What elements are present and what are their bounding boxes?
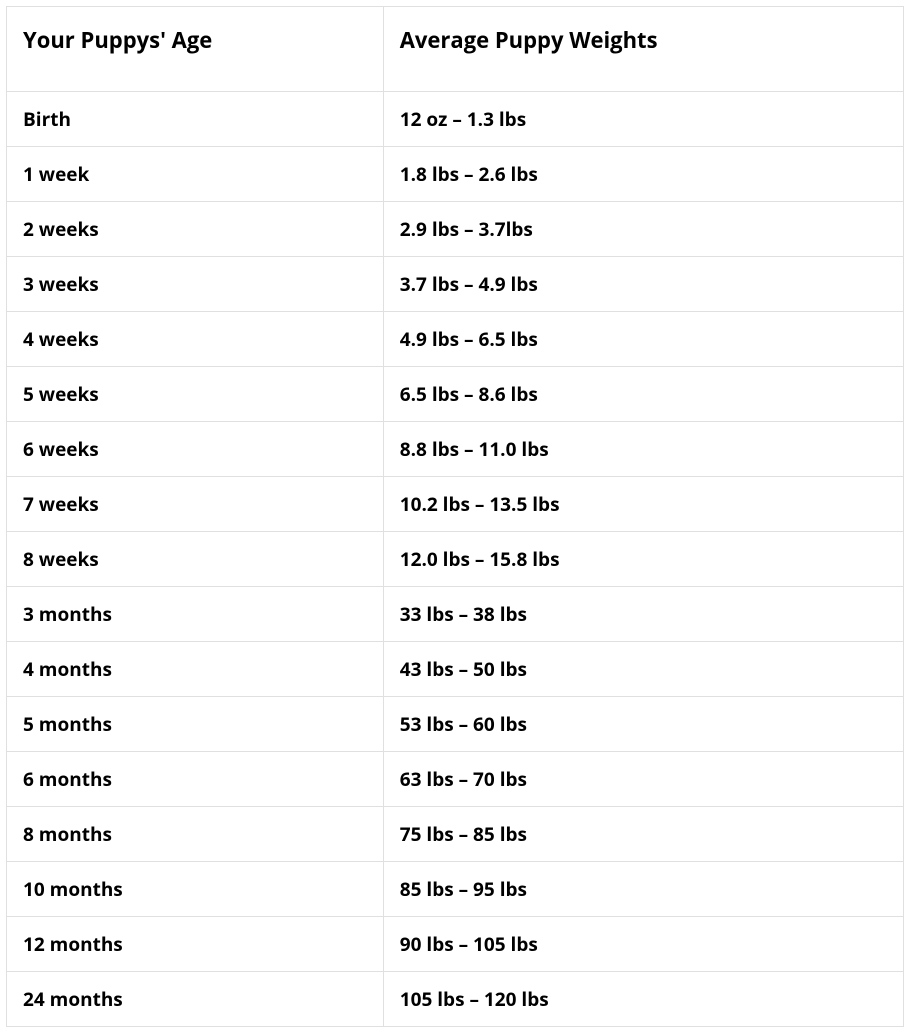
- cell-age: 5 weeks: [7, 367, 384, 422]
- cell-age: 3 months: [7, 587, 384, 642]
- table-row: 2 weeks 2.9 lbs – 3.7lbs: [7, 202, 904, 257]
- cell-weight: 53 lbs – 60 lbs: [383, 697, 903, 752]
- cell-weight: 1.8 lbs – 2.6 lbs: [383, 147, 903, 202]
- cell-age: 6 weeks: [7, 422, 384, 477]
- cell-age: 1 week: [7, 147, 384, 202]
- cell-age: 8 months: [7, 807, 384, 862]
- cell-age: 3 weeks: [7, 257, 384, 312]
- cell-weight: 12 oz – 1.3 lbs: [383, 92, 903, 147]
- cell-age: 5 months: [7, 697, 384, 752]
- table-header-row: Your Puppys' Age Average Puppy Weights: [7, 7, 904, 92]
- table-row: 8 weeks 12.0 lbs – 15.8 lbs: [7, 532, 904, 587]
- table-row: 24 months 105 lbs – 120 lbs: [7, 972, 904, 1027]
- table-row: 5 months 53 lbs – 60 lbs: [7, 697, 904, 752]
- column-header-weight: Average Puppy Weights: [383, 7, 903, 92]
- column-header-age: Your Puppys' Age: [7, 7, 384, 92]
- cell-age: 4 weeks: [7, 312, 384, 367]
- table-row: 7 weeks 10.2 lbs – 13.5 lbs: [7, 477, 904, 532]
- table-body: Birth 12 oz – 1.3 lbs 1 week 1.8 lbs – 2…: [7, 92, 904, 1027]
- cell-weight: 6.5 lbs – 8.6 lbs: [383, 367, 903, 422]
- cell-weight: 105 lbs – 120 lbs: [383, 972, 903, 1027]
- table-row: 6 months 63 lbs – 70 lbs: [7, 752, 904, 807]
- cell-weight: 33 lbs – 38 lbs: [383, 587, 903, 642]
- cell-age: 6 months: [7, 752, 384, 807]
- cell-weight: 4.9 lbs – 6.5 lbs: [383, 312, 903, 367]
- cell-weight: 8.8 lbs – 11.0 lbs: [383, 422, 903, 477]
- cell-weight: 12.0 lbs – 15.8 lbs: [383, 532, 903, 587]
- table-row: 1 week 1.8 lbs – 2.6 lbs: [7, 147, 904, 202]
- cell-weight: 63 lbs – 70 lbs: [383, 752, 903, 807]
- cell-weight: 90 lbs – 105 lbs: [383, 917, 903, 972]
- table-row: 5 weeks 6.5 lbs – 8.6 lbs: [7, 367, 904, 422]
- cell-age: 8 weeks: [7, 532, 384, 587]
- table-row: 3 months 33 lbs – 38 lbs: [7, 587, 904, 642]
- cell-age: 7 weeks: [7, 477, 384, 532]
- table-row: 4 months 43 lbs – 50 lbs: [7, 642, 904, 697]
- cell-age: 24 months: [7, 972, 384, 1027]
- cell-weight: 43 lbs – 50 lbs: [383, 642, 903, 697]
- cell-age: 10 months: [7, 862, 384, 917]
- cell-weight: 75 lbs – 85 lbs: [383, 807, 903, 862]
- table-row: 8 months 75 lbs – 85 lbs: [7, 807, 904, 862]
- cell-age: 12 months: [7, 917, 384, 972]
- cell-weight: 2.9 lbs – 3.7lbs: [383, 202, 903, 257]
- cell-weight: 85 lbs – 95 lbs: [383, 862, 903, 917]
- table-row: 6 weeks 8.8 lbs – 11.0 lbs: [7, 422, 904, 477]
- puppy-weight-table: Your Puppys' Age Average Puppy Weights B…: [6, 6, 904, 1027]
- cell-weight: 10.2 lbs – 13.5 lbs: [383, 477, 903, 532]
- table-row: 3 weeks 3.7 lbs – 4.9 lbs: [7, 257, 904, 312]
- cell-weight: 3.7 lbs – 4.9 lbs: [383, 257, 903, 312]
- cell-age: Birth: [7, 92, 384, 147]
- cell-age: 4 months: [7, 642, 384, 697]
- table-row: 10 months 85 lbs – 95 lbs: [7, 862, 904, 917]
- table-row: 12 months 90 lbs – 105 lbs: [7, 917, 904, 972]
- cell-age: 2 weeks: [7, 202, 384, 257]
- table-row: Birth 12 oz – 1.3 lbs: [7, 92, 904, 147]
- table-row: 4 weeks 4.9 lbs – 6.5 lbs: [7, 312, 904, 367]
